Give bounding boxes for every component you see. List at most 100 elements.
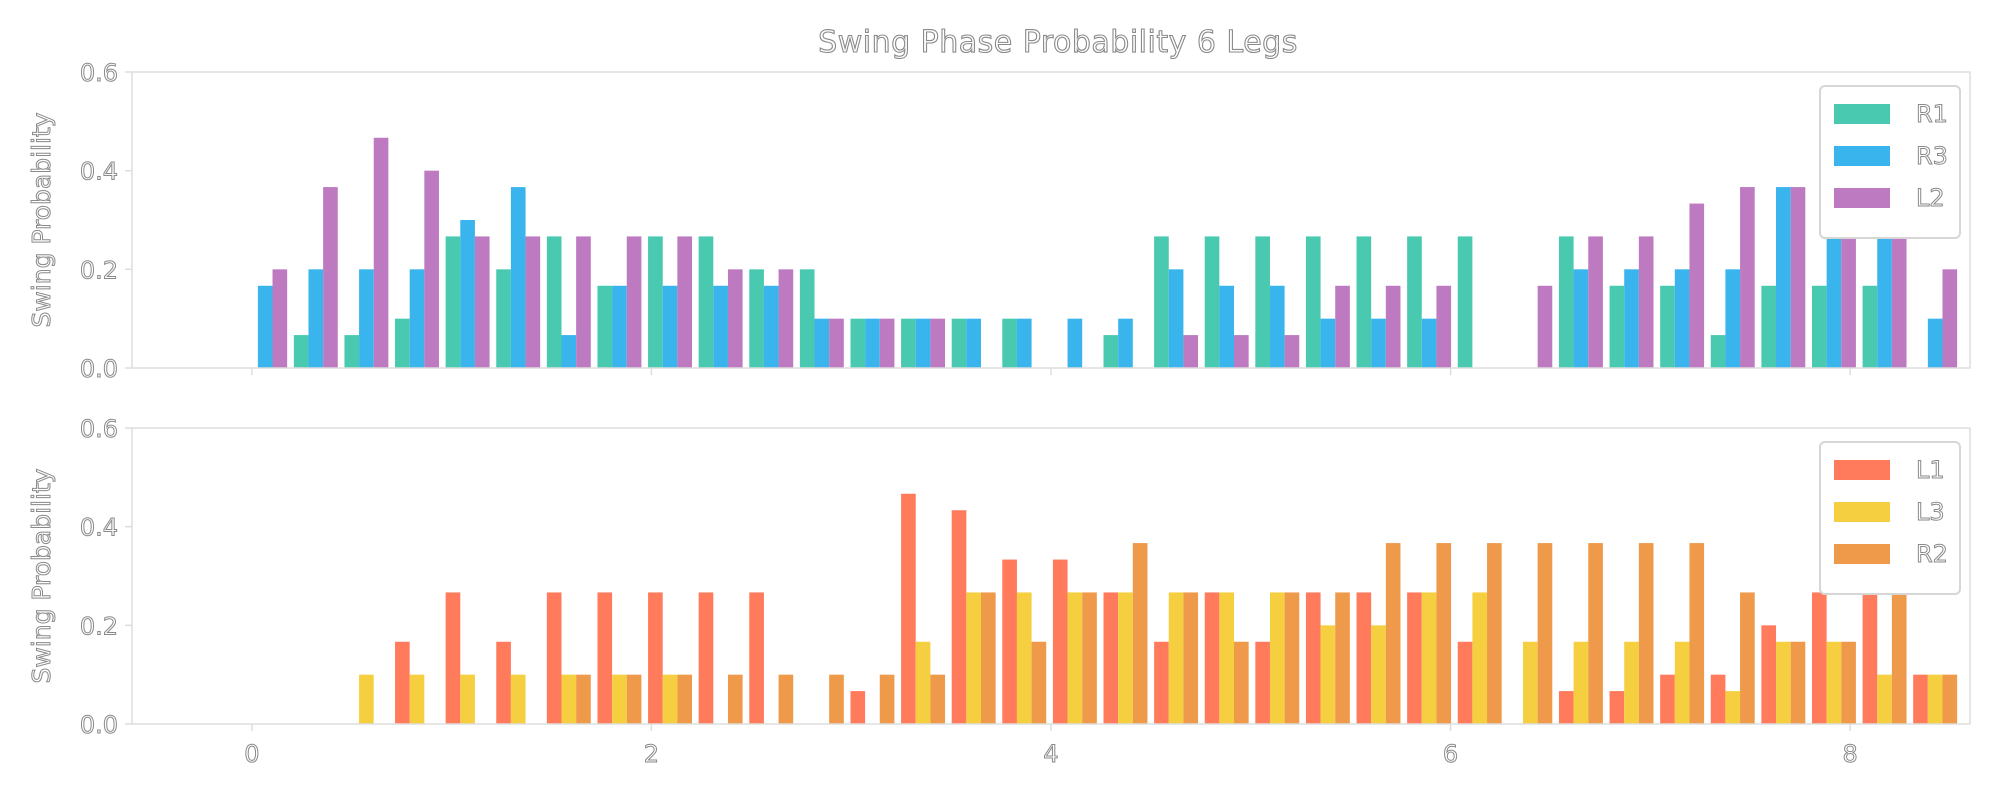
bar-L1-31 [1811, 592, 1827, 724]
bar-L1-14 [951, 510, 967, 724]
bar-L2-7 [626, 236, 642, 368]
bar-L3-28 [1674, 641, 1690, 724]
bar-L2-8 [677, 236, 692, 368]
bar-R1-18 [1154, 236, 1169, 368]
bar-R2-27 [1638, 543, 1654, 724]
bar-R2-25 [1537, 543, 1553, 724]
bar-R3-33 [1927, 318, 1943, 368]
bar-R1-5 [496, 269, 511, 368]
bar-L2-3 [424, 170, 439, 368]
bar-L2-27 [1638, 236, 1654, 368]
bar-R2-17 [1132, 543, 1148, 724]
bar-L1-26 [1558, 691, 1574, 724]
bar-L3-8 [662, 674, 678, 724]
bar-R3-28 [1674, 269, 1690, 368]
bar-R1-15 [1002, 318, 1017, 368]
bar-R1-4 [445, 236, 461, 368]
bar-R1-21 [1305, 236, 1321, 368]
bar-L1-17 [1103, 592, 1119, 724]
bar-R2-7 [626, 674, 642, 724]
bar-R3-5 [510, 187, 526, 368]
bar-L3-26 [1573, 641, 1589, 724]
bar-R2-21 [1335, 592, 1350, 724]
legend-label-R2: R2 [1916, 540, 1948, 568]
bar-L2-28 [1689, 203, 1705, 368]
bar-L3-30 [1776, 641, 1791, 724]
bar-R1-12 [850, 318, 866, 368]
bar-R3-19 [1219, 285, 1235, 368]
bar-R2-13 [930, 674, 946, 724]
bar-R2-22 [1385, 543, 1401, 724]
y-tick-label: 0.6 [80, 415, 118, 443]
bar-L2-5 [525, 236, 541, 368]
bar-R1-7 [597, 285, 613, 368]
bar-R3-21 [1320, 318, 1336, 368]
bar-L3-33 [1927, 674, 1943, 724]
bar-R3-20 [1269, 285, 1285, 368]
y-tick-label: 0.0 [80, 711, 118, 739]
bar-L3-6 [561, 674, 577, 724]
bar-R2-29 [1740, 592, 1755, 724]
bar-L3-3 [409, 674, 425, 724]
bar-R3-17 [1118, 318, 1133, 368]
bar-R1-9 [698, 236, 714, 368]
bar-L3-25 [1523, 641, 1538, 724]
y-tick-label: 0.2 [80, 256, 118, 284]
bar-R1-11 [799, 269, 815, 368]
bar-R2-16 [1082, 592, 1097, 724]
x-tick-label: 0 [244, 740, 259, 768]
bar-L3-16 [1067, 592, 1083, 724]
bar-R3-14 [966, 318, 981, 368]
bar-R1-32 [1862, 285, 1878, 368]
bar-L3-32 [1877, 674, 1892, 724]
series-L2 [272, 137, 1958, 368]
bar-L1-19 [1204, 592, 1220, 724]
bar-L1-23 [1407, 592, 1422, 724]
legend-label-R1: R1 [1916, 100, 1948, 128]
bar-L3-27 [1624, 641, 1639, 724]
bar-R1-2 [344, 335, 360, 368]
y-tick-label: 0.6 [80, 59, 118, 87]
bar-L3-4 [460, 674, 475, 724]
bar-R2-14 [980, 592, 996, 724]
bar-L1-30 [1761, 625, 1777, 724]
bar-L1-5 [496, 641, 511, 724]
x-tick-label: 6 [1443, 740, 1458, 768]
bar-L3-18 [1168, 592, 1184, 724]
bar-L1-33 [1913, 674, 1928, 724]
y-tick-label: 0.0 [80, 355, 118, 383]
bar-L1-13 [901, 493, 916, 724]
legend-swatch-R3 [1834, 146, 1890, 166]
bar-R2-20 [1284, 592, 1300, 724]
bar-R1-19 [1204, 236, 1220, 368]
bar-L3-24 [1472, 592, 1488, 724]
bar-R1-3 [395, 318, 410, 368]
bar-R3-13 [915, 318, 931, 368]
bar-L2-0 [272, 269, 288, 368]
bar-L1-22 [1356, 592, 1372, 724]
bar-L3-13 [915, 641, 931, 724]
bar-R1-31 [1811, 285, 1827, 368]
bar-R1-28 [1660, 285, 1675, 368]
bar-L2-25 [1537, 285, 1553, 368]
bar-R2-23 [1436, 543, 1452, 724]
bar-R3-9 [713, 285, 728, 368]
panel-top: 0.0 0.2 0.4 0.6 Swing Probability R1 R3 L2 [27, 59, 1971, 384]
bar-L2-2 [373, 137, 389, 368]
y-tick-label: 0.4 [80, 514, 118, 542]
bar-L1-32 [1862, 592, 1878, 724]
bar-R1-17 [1103, 335, 1119, 368]
bar-L2-12 [879, 318, 895, 368]
bar-R2-8 [677, 674, 692, 724]
bar-R3-2 [359, 269, 374, 368]
legend-swatch-R1 [1834, 104, 1890, 124]
series-R2 [576, 543, 1958, 724]
bar-L3-2 [359, 674, 374, 724]
bar-R1-23 [1407, 236, 1422, 368]
bar-R1-27 [1609, 285, 1625, 368]
bar-L2-33 [1942, 269, 1958, 368]
bar-L2-13 [930, 318, 946, 368]
bar-L1-27 [1609, 691, 1625, 724]
